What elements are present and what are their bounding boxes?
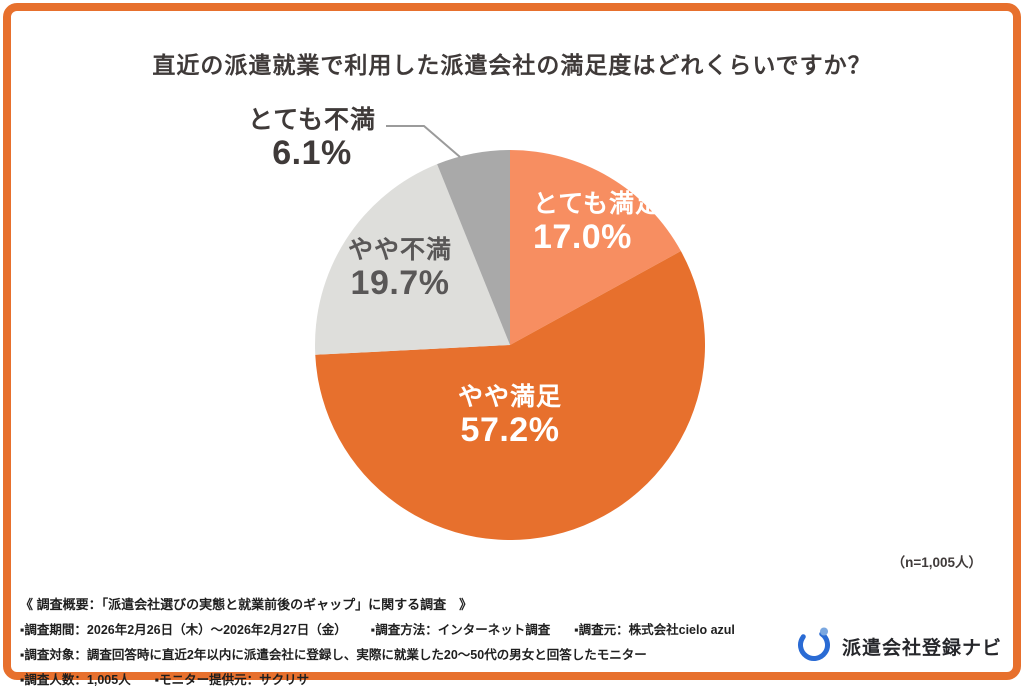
pie-chart bbox=[315, 150, 706, 541]
logo-text: 派遣会社登録ナビ bbox=[841, 638, 1002, 659]
footer-item-count: ▪調査人数：1,005人 bbox=[20, 673, 131, 687]
pie-slice-2 bbox=[315, 164, 510, 355]
pie-svg bbox=[315, 150, 706, 541]
footer-row: ▪調査期間：2026年2月26日（木）〜2026年2月27日（金） ▪調査方法：… bbox=[20, 619, 794, 638]
slice-name: やや不満 bbox=[347, 236, 452, 264]
slice-name: とても不満 bbox=[247, 106, 376, 134]
slice-value: 19.7% bbox=[350, 264, 450, 302]
footer-item-period: ▪調査期間：2026年2月26日（木）〜2026年2月27日（金） bbox=[20, 623, 347, 637]
footer-item-method: ▪調査方法：インターネット調査 bbox=[370, 623, 551, 637]
pie-slice-3 bbox=[437, 150, 510, 345]
slice-value: 6.1% bbox=[272, 134, 352, 172]
pie-slice-0 bbox=[510, 150, 681, 345]
sample-size-note: （n=1,005人） bbox=[891, 555, 982, 570]
footer-heading: 《 調査概要：「派遣会社選びの実態と就業前後のギャップ」に関する調査 》 bbox=[20, 597, 473, 612]
slice-value: 57.2% bbox=[460, 411, 560, 449]
survey-overview-footer: 《 調査概要：「派遣会社選びの実態と就業前後のギャップ」に関する調査 》 ▪調査… bbox=[20, 594, 794, 688]
footer-item-provider: ▪モニター提供元：サクリサ bbox=[154, 673, 310, 687]
slice-label-very-satisfied: とても満足 17.0% bbox=[533, 190, 661, 256]
footer-item-target: ▪調査対象：調査回答時に直近2年以内に派遣会社に登録し、実際に就業した20〜50… bbox=[20, 648, 647, 662]
chart-title: 直近の派遣就業で利用した派遣会社の満足度はどれくらいですか？ bbox=[152, 52, 872, 78]
site-logo: 派遣会社登録ナビ bbox=[794, 624, 1002, 669]
slice-label-somewhat-dissatisfied: やや不満 19.7% bbox=[300, 236, 500, 302]
slice-label-very-dissatisfied: とても不満 6.1% bbox=[212, 106, 412, 172]
slice-name: やや満足 bbox=[457, 383, 562, 411]
pie-slice-1 bbox=[315, 251, 706, 541]
slice-name: とても満足 bbox=[533, 190, 662, 218]
slice-value: 17.0% bbox=[533, 218, 632, 256]
footer-item-source: ▪調査元：株式会社cielo azul bbox=[574, 623, 735, 637]
footer-row: ▪調査人数：1,005人 ▪モニター提供元：サクリサ bbox=[20, 669, 794, 688]
slice-label-somewhat-satisfied: やや満足 57.2% bbox=[410, 383, 610, 449]
logo-icon bbox=[794, 624, 834, 669]
footer-row: ▪調査対象：調査回答時に直近2年以内に派遣会社に登録し、実際に就業した20〜50… bbox=[20, 644, 794, 663]
